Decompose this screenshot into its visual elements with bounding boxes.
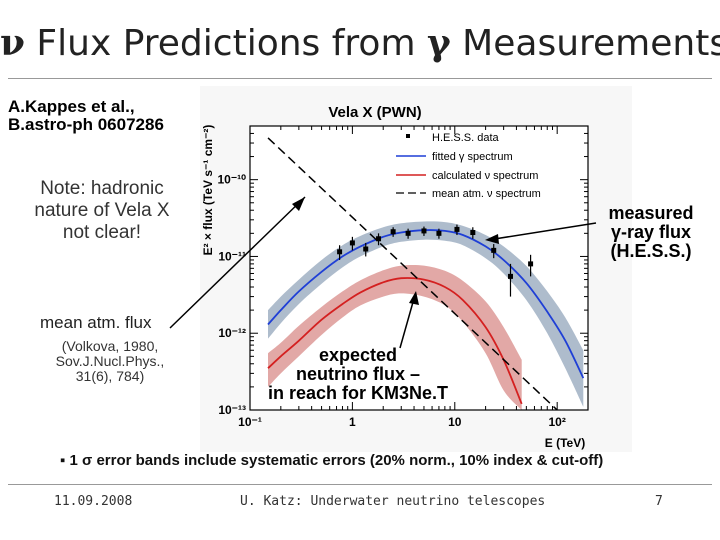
footer-date: 11.09.2008 [54,494,133,509]
expected-line: expected [318,345,398,365]
title-text-suffix: Measurements [450,23,720,64]
expected-line: in reach for KM3Ne.T [267,383,449,403]
footer-divider [8,484,712,485]
title-text-mid: Flux Predictions from [24,23,427,64]
measured-arrowhead [485,234,499,244]
legend-label-nu: calculated ν spectrum [432,170,538,182]
hess-data-point [363,246,369,252]
legend-label-hess: H.E.S.S. data [432,132,500,144]
title-nu-symbol: ν [0,22,25,64]
atm-flux-label: mean atm. flux [40,313,152,332]
reference-line: A.Kappes et al., [8,97,135,116]
expected-line: neutrino flux – [295,364,420,384]
note-line: Note: hadronic [40,178,164,199]
hess-data-point [528,261,534,267]
legend-label-gamma: fitted γ spectrum [432,151,513,163]
slide-title: ν Flux Predictions from γ Measurements [0,22,720,64]
bullet-text: 1 σ error bands include systematic error… [69,452,604,469]
hess-data-point [337,249,343,255]
expected-arrowhead [409,291,419,305]
error-band-bullet: ▪ 1 σ error bands include systematic err… [60,452,603,469]
chart-title: Vela X (PWN) [328,104,421,121]
y-axis-label: E² × flux (TeV s⁻¹ cm⁻²) [201,125,215,256]
note-line: nature of Vela X [34,200,170,221]
y-tick-label: 10⁻¹³ [218,403,246,417]
hess-data-point [376,236,382,242]
citation-line: 31(6), 784) [75,368,145,384]
x-tick-label: 10 [448,415,462,429]
citation-line: (Volkova, 1980, [61,338,159,354]
atm-nu-dashed-line [267,137,558,410]
atm-flux-pointer [169,196,306,329]
x-axis-label: E (TeV) [545,436,585,450]
footer-title: U. Katz: Underwater neutrino telescopes [240,494,546,509]
hess-data-point [470,230,476,236]
note-line: not clear! [62,222,142,243]
y-tick-label: 10⁻¹⁰ [218,173,247,187]
hess-data-point [491,247,497,253]
measured-line: measured [608,203,694,223]
nu-spectrum-curve [267,277,523,405]
y-tick-label: 10⁻¹¹ [218,249,246,263]
expected-neutrino-note: expected neutrino flux – in reach for KM… [258,346,458,403]
hess-data-point [405,230,411,236]
measured-line: γ-ray flux [610,222,692,242]
x-tick-label: 10² [549,415,566,429]
hess-data-point [454,226,460,232]
measured-gamma-note: measured γ-ray flux (H.E.S.S.) [596,204,706,261]
legend-label-atm: mean atm. ν spectrum [432,188,541,200]
hadronic-note: Note: hadronic nature of Vela X not clea… [14,178,190,244]
atm-flux-arrowhead [292,197,305,211]
chart-legend: H.E.S.S. data fitted γ spectrum calculat… [396,132,541,200]
measured-pointer [487,222,597,241]
hess-data-point [507,273,513,279]
title-divider [8,78,712,79]
measured-line: (H.E.S.S.) [610,241,692,261]
plot-area-layer [250,126,588,410]
hess-data-point [436,230,442,236]
title-gamma-symbol: γ [426,22,451,64]
expected-pointer [399,294,416,349]
citation-line: Sov.J.Nucl.Phys., [55,353,165,369]
hess-data-point [390,229,396,235]
reference-citation: A.Kappes et al., B.astro-ph 0607286 [8,98,164,134]
hess-data-point [421,228,427,234]
atm-flux-citation: (Volkova, 1980, Sov.J.Nucl.Phys., 31(6),… [30,339,190,384]
bullet-square-icon: ▪ [60,452,66,469]
gamma-error-band [268,221,584,407]
x-tick-label: 1 [349,415,356,429]
legend-marker-hess [406,134,410,138]
hess-data-point [349,240,355,246]
reference-line: B.astro-ph 0607286 [8,115,164,134]
plot-clipped-group [250,126,588,410]
y-tick-label: 10⁻¹² [218,326,246,340]
x-tick-label: 10⁻¹ [238,415,262,429]
nu-error-band [268,264,522,410]
footer-page-number: 7 [655,494,663,509]
